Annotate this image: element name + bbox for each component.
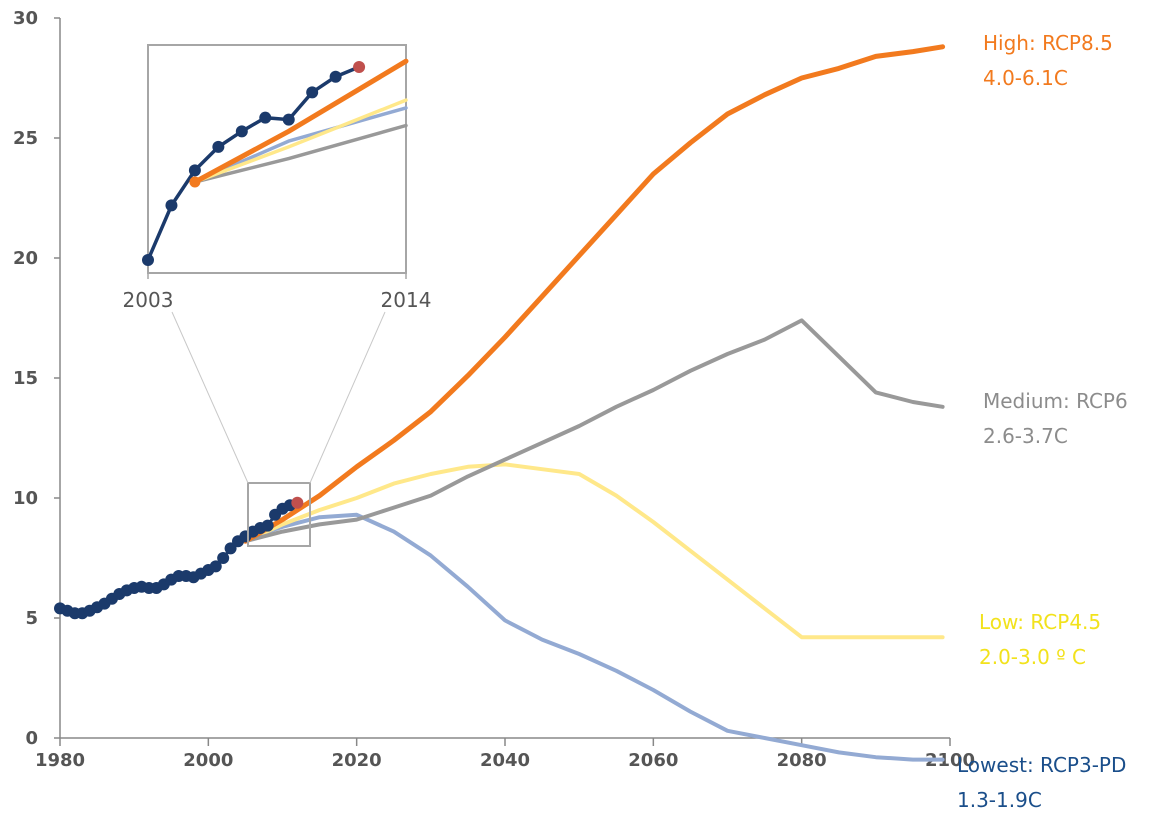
inset-observed-point: [165, 199, 178, 212]
latest-point: [291, 496, 304, 509]
inset-observed-point: [188, 164, 201, 177]
inset-latest-point: [353, 61, 366, 73]
y-tick-label: 30: [13, 8, 38, 29]
scenario-labels: High: RCP8.5 4.0-6.1C Medium: RCP6 2.6-3.7C…: [957, 31, 1128, 812]
scenario-label-high: High: RCP8.5: [983, 31, 1113, 55]
scenario-range-lowest: 1.3-1.9C: [957, 788, 1042, 812]
x-tick-label: 2020: [332, 750, 382, 771]
axes: 0 5 10 15 20 25 30 1980 2000 2020 2040 2060 2080 2100: [13, 8, 975, 771]
scenario-label-medium: Medium: RCP6: [983, 389, 1128, 413]
x-tick-label: 2100: [925, 750, 975, 771]
inset-observed-point: [235, 125, 248, 138]
inset-zoom: 2003 2014: [123, 44, 432, 547]
observed-point: [217, 552, 230, 564]
inset-observed-point: [142, 254, 154, 266]
inset-observed-point: [259, 111, 272, 124]
inset-observed-point: [329, 70, 342, 83]
y-tick-label: 10: [13, 488, 38, 509]
inset-x-tick-label: 2003: [123, 288, 174, 312]
scenario-label-lowest: Lowest: RCP3-PD: [957, 753, 1126, 777]
scenario-range-low: 2.0-3.0 º C: [979, 645, 1086, 669]
observed-point: [224, 542, 237, 555]
scenario-range-high: 4.0-6.1C: [983, 66, 1068, 90]
inset-observed-point: [212, 140, 225, 153]
inset-high-start-point: [189, 176, 201, 188]
inset-line-lowest: [193, 106, 408, 184]
inset-observed-point: [306, 86, 319, 99]
observed-point: [209, 560, 222, 573]
series-layer: [242, 44, 946, 762]
y-tick-label: 20: [13, 248, 38, 269]
observed-point: [261, 519, 274, 532]
zoom-box: [247, 482, 311, 547]
inset-observed-line: [146, 65, 360, 261]
x-tick-label: 2040: [480, 750, 530, 771]
y-tick-label: 25: [13, 128, 38, 149]
inset-line-medium: [193, 123, 408, 184]
series-line-low: [243, 462, 945, 640]
connector-line: [309, 311, 386, 484]
x-tick-label: 2060: [628, 750, 678, 771]
y-tick-label: 15: [13, 368, 38, 389]
observed-layer: [54, 496, 304, 620]
series-line-medium: [243, 318, 945, 544]
observed-line: [59, 503, 291, 615]
scenario-label-low: Low: RCP4.5: [979, 610, 1101, 634]
inset-line-high: [192, 58, 409, 185]
inset-observed-point: [282, 113, 295, 126]
scenario-range-medium: 2.6-3.7C: [983, 424, 1068, 448]
x-tick-label: 1980: [35, 750, 85, 771]
inset-frame: [147, 44, 407, 274]
y-tick-label: 0: [25, 728, 38, 749]
x-tick-label: 2080: [777, 750, 827, 771]
x-tick-label: 2000: [183, 750, 233, 771]
inset-line-low: [193, 98, 408, 184]
series-line-high: [242, 44, 946, 544]
inset-x-tick-label: 2014: [381, 288, 432, 312]
connector-line: [171, 311, 249, 484]
y-tick-label: 5: [25, 608, 38, 629]
